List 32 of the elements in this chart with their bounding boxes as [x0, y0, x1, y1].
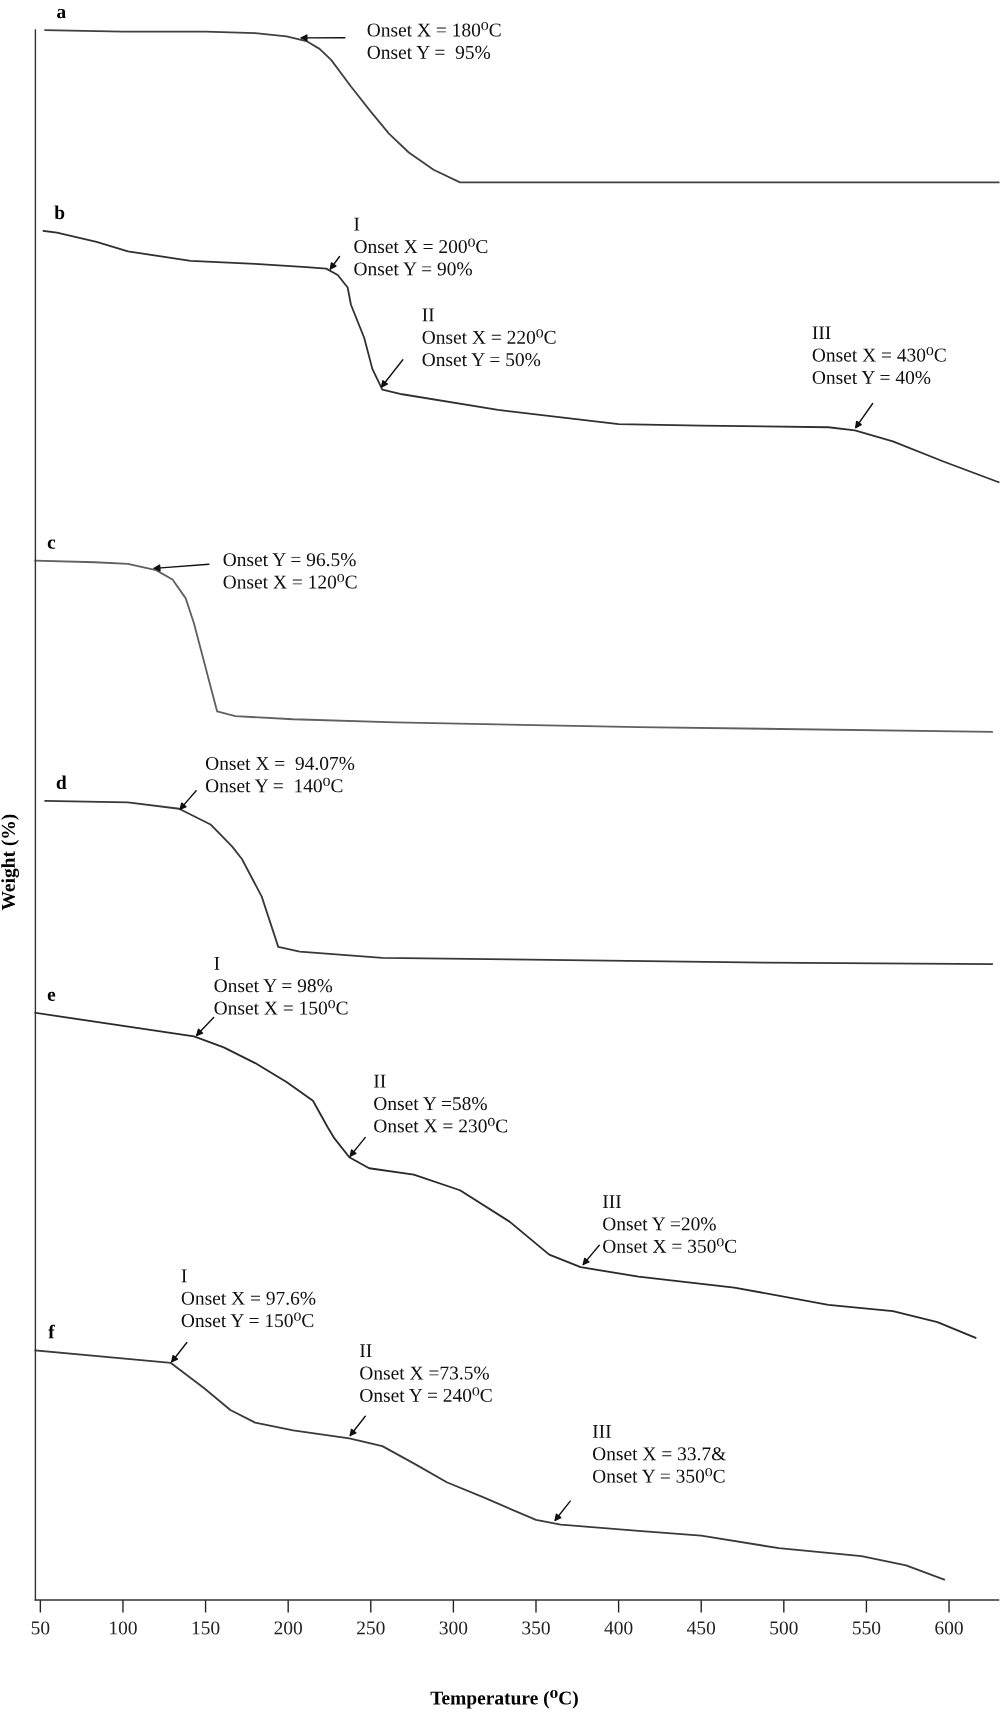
x-tick-label: 350 [522, 1621, 550, 1635]
annotation: I Onset X = 97.6% Onset Y = 150⁰C [181, 1269, 316, 1328]
annotation: Onset X = 180⁰C Onset Y = 95% [367, 21, 501, 59]
x-tick-label: 250 [357, 1621, 385, 1635]
x-tick-label: 550 [852, 1621, 881, 1635]
x-tick-label: 200 [274, 1621, 303, 1635]
series-label: a [57, 8, 66, 19]
annotation: III Onset Y =20% Onset X = 350⁰C [602, 1195, 737, 1253]
annotation: II Onset X =73.5% Onset Y = 240⁰C [360, 1344, 492, 1402]
series-label: d [56, 775, 67, 790]
annotation: III Onset X = 430⁰C Onset Y = 40% [812, 326, 946, 385]
series-label: b [54, 205, 65, 220]
annotation: Onset Y = 96.5% Onset X = 120⁰C [223, 553, 357, 589]
x-tick-label: 150 [192, 1621, 220, 1635]
annotation: Onset X = 94.07% Onset Y = 140⁰C [205, 756, 355, 793]
annotation: III Onset X = 33.7& Onset Y = 350⁰C [592, 1425, 726, 1483]
annotation: I Onset X = 200⁰C Onset Y = 90% [354, 217, 488, 276]
x-tick-label: 50 [31, 1621, 50, 1635]
x-axis-title: Temperature (⁰C) [430, 1689, 578, 1709]
annotation: I Onset Y = 98% Onset X = 150⁰C [214, 956, 348, 1015]
annotation: II Onset Y =58% Onset X = 230⁰C [374, 1074, 508, 1133]
x-tick-label: 450 [687, 1621, 716, 1635]
series-label: c [47, 539, 56, 549]
annotation: II Onset X = 220⁰C Onset Y = 50% [422, 308, 556, 367]
x-tick-label: 300 [439, 1621, 468, 1635]
series-label: e [47, 991, 56, 1002]
x-tick-label: 400 [604, 1621, 633, 1635]
y-axis-title: Weight (%) [1, 814, 20, 911]
x-tick-label: 100 [110, 1621, 137, 1635]
x-tick-label: 600 [935, 1621, 963, 1635]
x-tick-label: 500 [770, 1621, 798, 1635]
series-label: f [48, 1324, 55, 1339]
